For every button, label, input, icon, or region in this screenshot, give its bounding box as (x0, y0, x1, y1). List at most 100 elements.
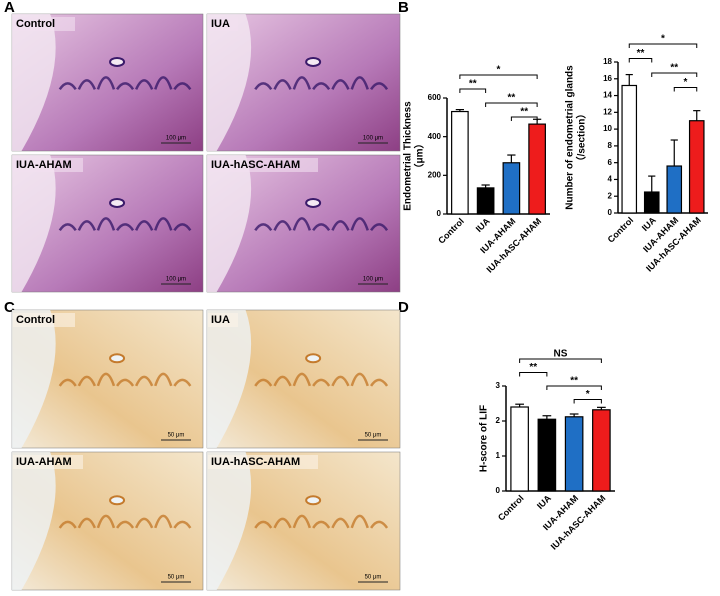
significance-label: ** (469, 79, 477, 90)
significance-bracket (459, 88, 487, 93)
image-title: Control (16, 314, 55, 326)
y-tick-label: 6 (608, 158, 613, 167)
tissue-edge (207, 14, 252, 151)
tissue-fold (292, 514, 312, 529)
significance-bracket (628, 43, 698, 48)
y-tick-label: 400 (428, 132, 442, 141)
tissue-fold (254, 520, 273, 529)
significance-label: * (661, 34, 665, 45)
y-tick-label: 2 (608, 191, 613, 200)
tissue-fold (58, 82, 77, 91)
panel-label: B (398, 0, 409, 16)
significance-bracket (673, 87, 698, 92)
tissue-fold (173, 223, 192, 232)
image-title: IUA-AHAM (16, 456, 72, 468)
scale-label: 50 μm (365, 575, 382, 581)
image-title: IUA-hASC-AHAM (211, 456, 300, 468)
title-bg (13, 455, 83, 469)
title-bg (13, 313, 75, 327)
tissue-fold (312, 82, 331, 91)
y-tick-label: 0 (437, 209, 442, 218)
scale-label: 100 μm (166, 136, 186, 142)
tissue-fold (292, 217, 312, 231)
significance-label: ** (529, 362, 537, 373)
title-bg (13, 158, 83, 172)
tissue-fold (154, 514, 173, 529)
tissue-edge (12, 14, 56, 151)
tissue-fold (96, 217, 116, 231)
tissue-fold (331, 220, 350, 231)
significance-bracket (628, 58, 653, 63)
tissue-fold (77, 220, 96, 231)
tissue-fold (173, 520, 192, 529)
y-tick-label: 4 (608, 175, 613, 184)
bar (476, 187, 495, 215)
significance-label: ** (570, 376, 578, 387)
image-title: IUA (211, 18, 230, 30)
gland (109, 56, 126, 67)
tissue-fold (135, 220, 154, 231)
y-tick-label: 3 (496, 381, 501, 390)
image-title: IUA-AHAM (16, 159, 72, 171)
bar (564, 416, 584, 492)
tissue-fold (312, 223, 331, 232)
gland (109, 197, 126, 208)
gland (109, 495, 126, 506)
tissue-fold (312, 378, 331, 387)
x-tick-label: IUA (535, 493, 553, 511)
tissue-fold (350, 76, 369, 90)
tissue-fold (77, 375, 96, 387)
panel-label: C (4, 299, 15, 316)
tissue-fold (116, 223, 135, 232)
y-tick-label: 600 (428, 93, 442, 102)
tissue-fold (350, 372, 369, 387)
x-tick-label: Control (606, 215, 636, 245)
y-tick-label: 2 (496, 416, 501, 425)
tissue-edge (12, 155, 56, 292)
bar (688, 120, 705, 214)
significance-bracket (651, 72, 698, 77)
tissue-fold (273, 220, 292, 231)
tissue-fold (331, 375, 350, 387)
tissue-fold (173, 378, 192, 387)
tissue-fold (350, 217, 369, 231)
image-title: IUA (211, 314, 230, 326)
panel-label: A (4, 0, 15, 16)
title-bg (208, 158, 318, 172)
tissue-fold (77, 517, 96, 529)
x-tick-label: IUA (474, 216, 492, 234)
tissue-fold (154, 372, 173, 387)
x-tick-label: Control (436, 216, 466, 246)
tissue-fold (370, 82, 389, 91)
y-tick-label: 0 (608, 208, 613, 217)
tissue-edge (207, 155, 252, 292)
tissue-fold (254, 223, 273, 232)
gland (305, 495, 322, 506)
y-tick-label: 12 (603, 107, 612, 116)
bar (592, 409, 611, 492)
tissue-fold (58, 223, 77, 232)
significance-bracket (519, 358, 602, 363)
tissue-fold (96, 372, 116, 387)
tissue-fold (154, 76, 173, 90)
tissue-fold (273, 375, 292, 387)
y-axis-label: H-score of LIF (479, 405, 490, 472)
y-tick-label: 200 (428, 170, 442, 179)
tissue-fold (116, 378, 135, 387)
significance-label: ** (637, 48, 645, 59)
image-title: Control (16, 18, 55, 30)
tissue-fold (331, 517, 350, 529)
significance-bracket (485, 102, 538, 107)
tissue-fold (312, 520, 331, 529)
y-tick-label: 16 (603, 74, 612, 83)
tissue-edge (207, 452, 252, 590)
bar (666, 165, 683, 214)
image-title: IUA-hASC-AHAM (211, 159, 300, 171)
scale-label: 100 μm (166, 277, 186, 283)
title-bg (208, 17, 238, 31)
significance-bracket (459, 74, 538, 79)
tissue-fold (254, 82, 273, 91)
scale-label: 100 μm (363, 136, 383, 142)
significance-label: * (497, 65, 501, 76)
